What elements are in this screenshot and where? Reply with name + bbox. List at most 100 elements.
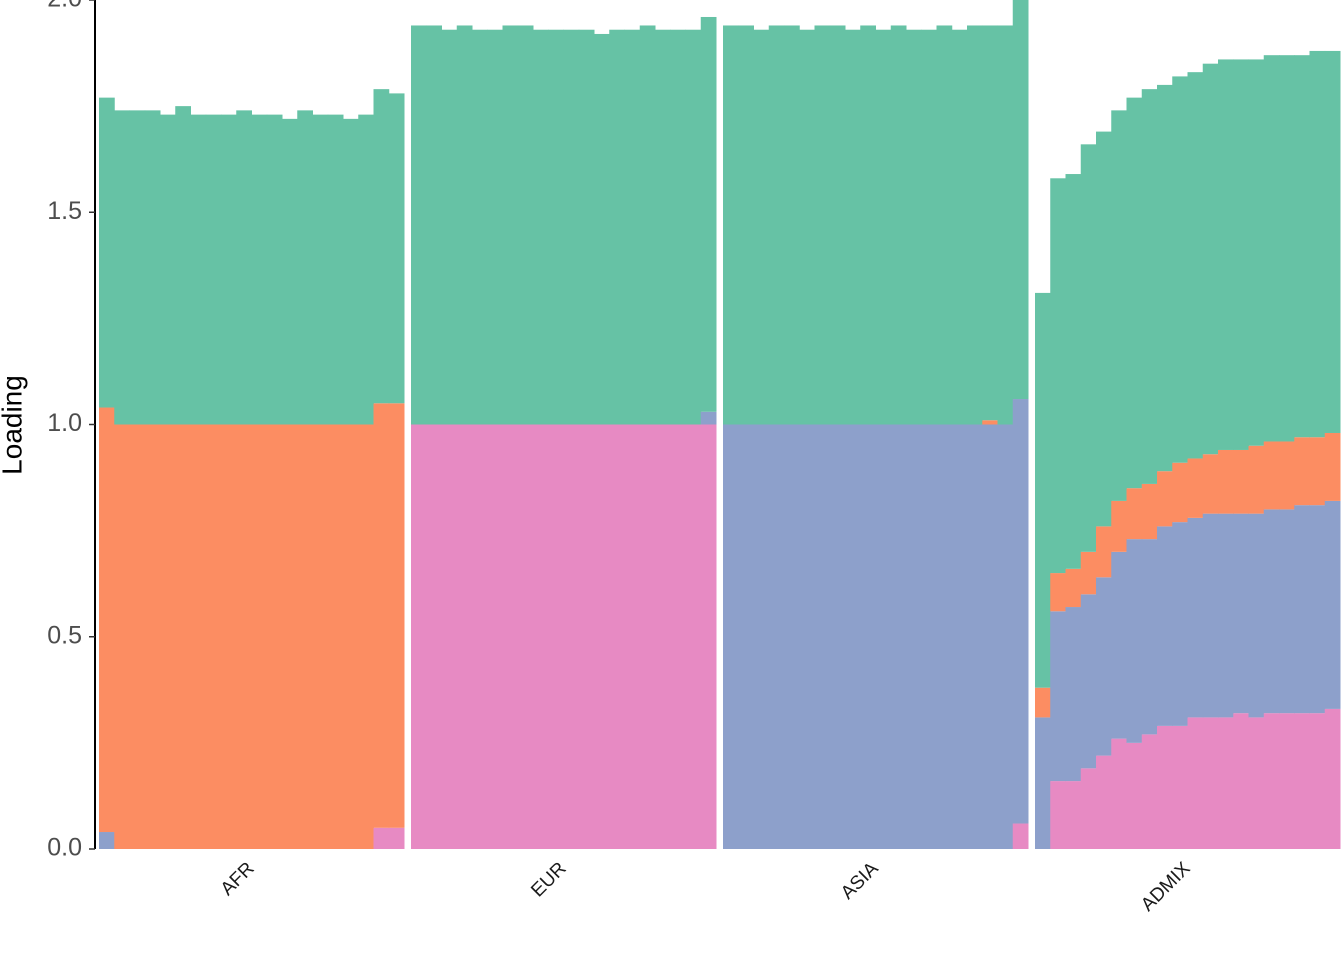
bar-segment xyxy=(114,424,130,849)
bar-segment xyxy=(1248,59,1265,446)
bar-segment xyxy=(655,29,671,425)
bar-segment xyxy=(799,29,815,425)
bar-segment xyxy=(1294,713,1310,849)
bar-segment xyxy=(1035,687,1051,718)
bar-segment xyxy=(99,97,115,408)
bar-segment xyxy=(784,25,800,425)
bar-segment xyxy=(1157,725,1173,849)
bar-segment xyxy=(297,424,313,849)
bar-segment xyxy=(563,29,580,425)
bar-segment xyxy=(373,827,390,849)
x-tick-label: EUR xyxy=(527,858,570,901)
bar-segment xyxy=(236,424,252,849)
bar-segment xyxy=(1187,717,1204,849)
bar-segment xyxy=(129,110,146,425)
bar-segment xyxy=(1279,713,1295,849)
bar-segment xyxy=(1218,513,1234,718)
bar-segment xyxy=(1187,458,1204,518)
bar-segment xyxy=(814,424,831,849)
bar-segment xyxy=(1248,717,1265,849)
bar-segment xyxy=(1324,50,1341,433)
bar-segment xyxy=(578,29,595,425)
bar-segment xyxy=(282,424,298,849)
bar-segment xyxy=(594,33,610,425)
bar-segment xyxy=(1233,713,1249,849)
bar-segment xyxy=(700,411,717,425)
bar-segment xyxy=(753,424,770,849)
bar-segment xyxy=(1111,738,1127,849)
bar-segment xyxy=(1111,551,1127,739)
bar-segment xyxy=(1050,781,1066,849)
bar-segment xyxy=(951,424,968,849)
bar-segment xyxy=(1309,505,1326,714)
bar-segment xyxy=(609,424,625,849)
bar-segment xyxy=(388,93,405,404)
bar-segment xyxy=(1126,539,1143,743)
bar-segment xyxy=(906,424,922,849)
bar-segment xyxy=(282,118,298,425)
bar-segment xyxy=(548,29,564,425)
bar-segment xyxy=(639,25,656,425)
bar-segment xyxy=(312,424,329,849)
bar-segment xyxy=(533,29,549,425)
bar-segment xyxy=(426,25,442,425)
bar-segment xyxy=(609,29,625,425)
bar-segment xyxy=(487,424,503,849)
bar-segment xyxy=(388,403,405,828)
bar-segment xyxy=(845,29,861,425)
y-tick-label: 0.5 xyxy=(47,621,82,649)
bar-segment xyxy=(472,29,488,425)
bar-segment xyxy=(1080,144,1097,552)
bar-segment xyxy=(1080,594,1097,769)
bar-segment xyxy=(655,424,671,849)
bar-segment xyxy=(517,25,534,425)
bar-segment xyxy=(685,424,702,849)
bar-segment xyxy=(1263,713,1280,849)
bar-segment xyxy=(982,420,998,425)
bar-segment xyxy=(1172,725,1188,849)
bar-segment xyxy=(1012,399,1029,824)
bar-segment xyxy=(921,29,937,425)
bar-segment xyxy=(144,424,161,849)
bar-segment xyxy=(738,25,754,425)
bar-segment xyxy=(1141,734,1158,849)
bar-segment xyxy=(1279,55,1295,442)
bar-segment xyxy=(456,25,473,425)
bar-segment xyxy=(814,25,831,425)
bar-segment xyxy=(1080,768,1097,849)
bar-segment xyxy=(312,114,329,425)
bar-segment xyxy=(160,424,176,849)
bar-segment xyxy=(175,106,191,425)
bar-segment xyxy=(1218,59,1234,450)
bar-segment xyxy=(624,424,641,849)
bar-segment xyxy=(1111,500,1127,552)
bar-segment xyxy=(829,424,846,849)
bar-segment xyxy=(1218,449,1234,514)
bar-segment xyxy=(1172,462,1188,523)
bar-segment xyxy=(502,25,519,425)
bar-segment xyxy=(1065,781,1082,849)
bar-segment xyxy=(700,424,717,849)
bar-segment xyxy=(1233,449,1249,514)
bar-segment xyxy=(205,424,222,849)
x-tick-label: AFR xyxy=(217,858,259,900)
bar-segment xyxy=(343,118,359,425)
bar-segment xyxy=(426,424,442,849)
bar-segment xyxy=(997,25,1014,425)
bar-segment xyxy=(327,114,344,425)
bar-segment xyxy=(1096,131,1112,527)
bar-segment xyxy=(1172,522,1188,726)
bar-segment xyxy=(1263,441,1280,510)
bar-segment xyxy=(1279,509,1295,714)
bar-segment xyxy=(1096,577,1112,756)
bar-segment xyxy=(890,424,907,849)
bar-segment xyxy=(99,407,115,833)
bar-segment xyxy=(1294,505,1310,714)
bar-segment xyxy=(190,424,207,849)
bar-segment xyxy=(1309,713,1326,849)
bar-segment xyxy=(624,29,641,425)
bar-segment xyxy=(343,424,359,849)
bar-segment xyxy=(99,832,115,849)
bar-segment xyxy=(358,424,374,849)
